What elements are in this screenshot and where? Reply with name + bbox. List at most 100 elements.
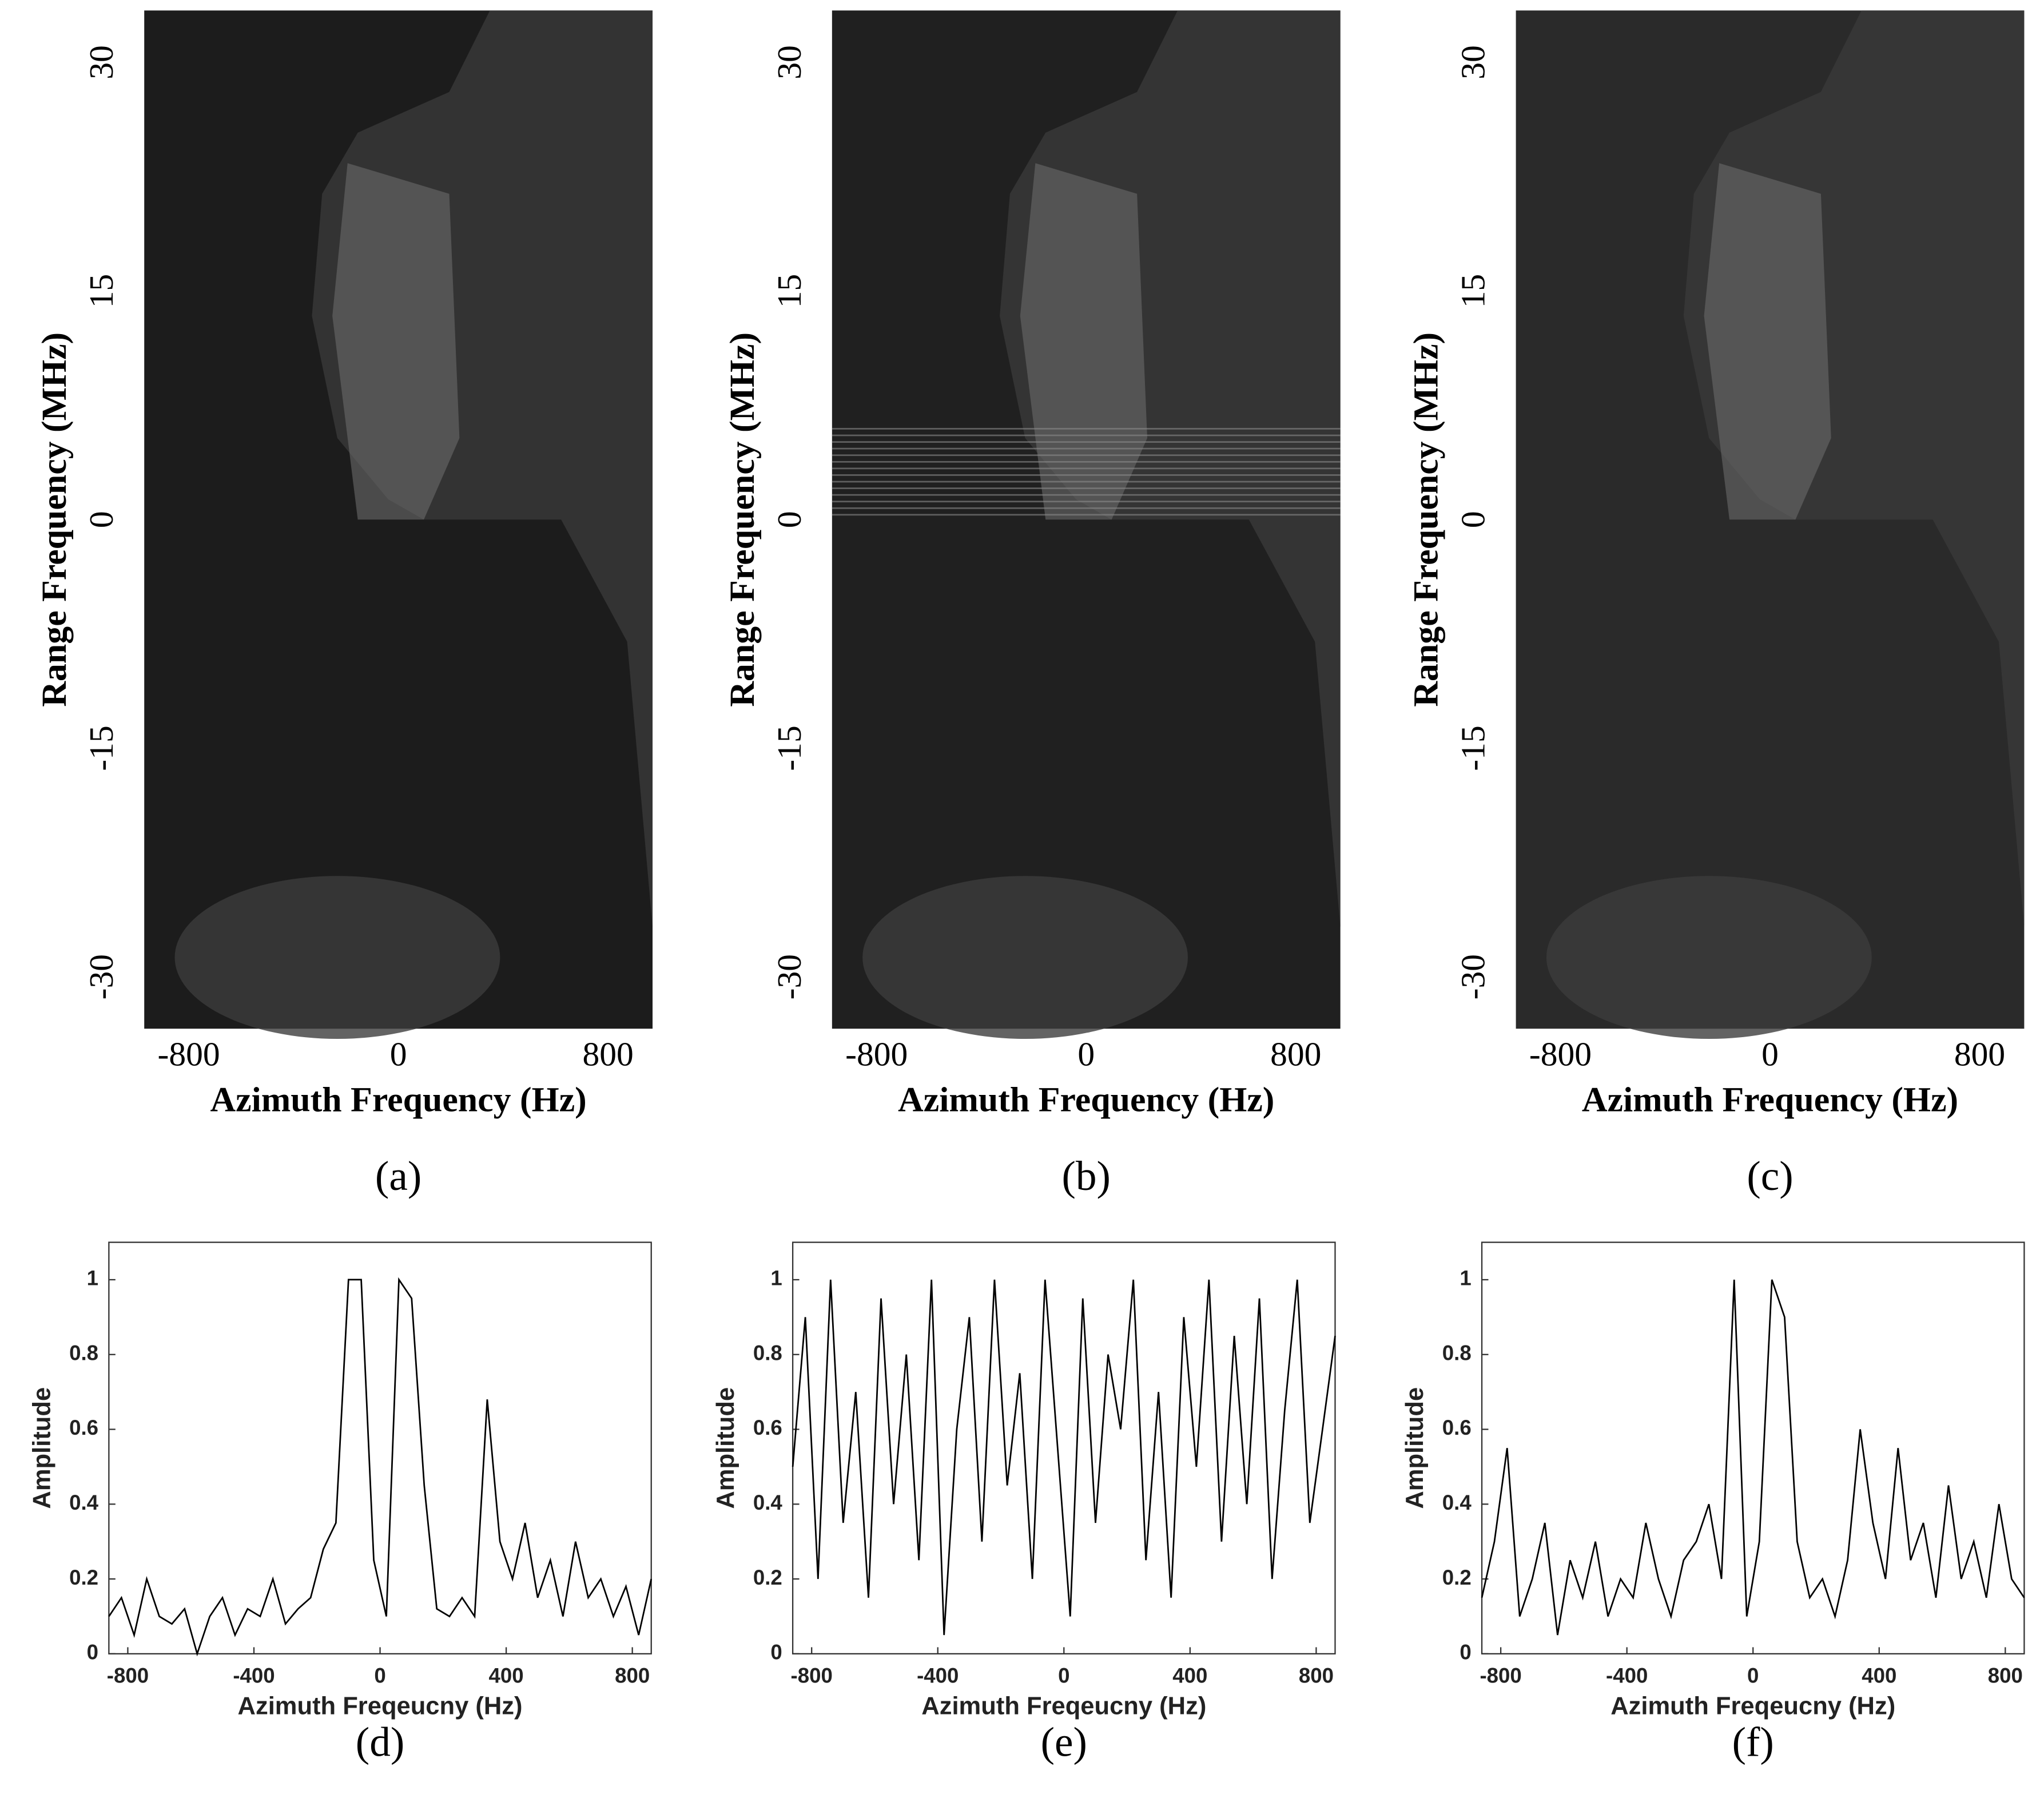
- data-line: [792, 1279, 1336, 1636]
- x-tick-label: -800: [845, 1035, 908, 1073]
- x-axis-label: Azimuth Frequency (Hz): [1582, 1081, 1958, 1120]
- interference-stripe: [832, 481, 1341, 483]
- city-region: [1020, 163, 1147, 520]
- data-line: [108, 1277, 653, 1657]
- x-tick-label: 400: [489, 1664, 524, 1687]
- y-tick-label: 30: [1454, 45, 1492, 80]
- island-region: [1546, 876, 1872, 1039]
- data-line: [1481, 1279, 2025, 1636]
- y-axis-label: Amplitude: [712, 1387, 739, 1509]
- caption: (b): [1062, 1153, 1111, 1199]
- x-tick-label: -800: [107, 1664, 149, 1687]
- x-axis-label: Azimuth Freqeucny (Hz): [1610, 1692, 1895, 1720]
- x-tick-label: 0: [1761, 1035, 1779, 1073]
- y-tick-label: 15: [1454, 274, 1492, 308]
- y-tick-label: 0.4: [753, 1491, 783, 1514]
- city-region: [332, 163, 460, 520]
- interference-stripe: [832, 494, 1341, 496]
- x-tick-label: 0: [390, 1035, 407, 1073]
- y-tick-label: 15: [770, 274, 808, 308]
- island-region: [174, 876, 500, 1039]
- x-tick-label: 800: [1954, 1035, 2005, 1073]
- panel: 0 0.2 0.4 0.6 0.8 1 -800 -400 0 400 800 Azimuth Fre…: [712, 1241, 1336, 1765]
- plot-area: [1481, 1241, 2025, 1655]
- interference-stripe: [832, 514, 1341, 516]
- y-tick-label: 0.4: [69, 1491, 99, 1514]
- x-tick-label: 400: [1172, 1664, 1207, 1687]
- x-tick-label: -800: [1480, 1664, 1521, 1687]
- caption: (a): [375, 1153, 421, 1199]
- x-tick-label: 800: [1270, 1035, 1321, 1073]
- interference-stripe: [832, 487, 1341, 489]
- y-axis-label: Range Frequency (MHz): [1407, 332, 1446, 707]
- y-tick-label: 0.6: [69, 1416, 98, 1439]
- interference-stripe: [832, 434, 1341, 436]
- y-tick-label: 0: [1460, 1641, 1471, 1664]
- interference-stripe: [832, 441, 1341, 443]
- x-axis-label: Azimuth Freqeucny (Hz): [921, 1692, 1206, 1720]
- x-tick-label: 0: [374, 1664, 385, 1687]
- y-tick-label: 1: [1460, 1267, 1471, 1290]
- y-tick-label: 0.6: [753, 1416, 782, 1439]
- y-tick-label: 0: [82, 511, 120, 528]
- caption: (d): [356, 1719, 404, 1765]
- y-tick-label: 0.8: [753, 1341, 782, 1364]
- y-tick-label: 0: [770, 1641, 782, 1664]
- y-tick-label: 1: [770, 1267, 782, 1290]
- y-tick-label: 15: [82, 274, 120, 308]
- x-tick-label: 400: [1862, 1664, 1896, 1687]
- y-tick-label: -15: [1454, 725, 1492, 771]
- interference-stripe: [832, 507, 1341, 509]
- x-tick-label: -800: [791, 1664, 833, 1687]
- x-tick-label: 0: [1058, 1664, 1069, 1687]
- x-tick-label: -400: [1606, 1664, 1648, 1687]
- interference-stripe: [832, 428, 1341, 430]
- y-axis-label: Range Frequency (MHz): [723, 332, 762, 707]
- x-tick-label: -400: [917, 1664, 959, 1687]
- x-tick-label: 800: [615, 1664, 650, 1687]
- y-tick-label: 0: [87, 1641, 98, 1664]
- island-region: [862, 876, 1188, 1039]
- interference-stripe: [832, 447, 1341, 450]
- caption: (c): [1747, 1153, 1793, 1199]
- y-tick-label: 0.8: [69, 1341, 98, 1364]
- panel: -30 -15 0 15 30 -800 0 800 Azimuth Frequency (Hz…: [1407, 10, 2025, 1199]
- x-tick-label: 0: [1747, 1664, 1759, 1687]
- interference-stripe: [832, 501, 1341, 503]
- interference-stripe: [832, 461, 1341, 463]
- plot-area: [108, 1241, 652, 1655]
- panel: -30 -15 0 15 30 -800 0 800 Azimuth Frequency (Hz…: [723, 10, 1341, 1199]
- x-tick-label: -800: [1529, 1035, 1592, 1073]
- y-tick-label: 0.2: [69, 1566, 98, 1589]
- caption: (f): [1732, 1719, 1774, 1765]
- y-tick-label: -15: [770, 725, 808, 771]
- y-tick-label: 30: [770, 45, 808, 80]
- y-tick-label: -15: [82, 725, 120, 771]
- y-tick-label: 0.2: [1442, 1566, 1472, 1589]
- y-tick-label: -30: [1454, 954, 1492, 999]
- x-axis-label: Azimuth Freqeucny (Hz): [238, 1692, 523, 1720]
- x-tick-label: 0: [1077, 1035, 1095, 1073]
- x-tick-label: -800: [158, 1035, 220, 1073]
- x-tick-label: -400: [233, 1664, 275, 1687]
- y-axis-label: Amplitude: [1401, 1387, 1429, 1509]
- y-tick-label: 0.2: [753, 1566, 782, 1589]
- y-axis-label: Range Frequency (MHz): [35, 332, 74, 707]
- x-axis-label: Azimuth Frequency (Hz): [898, 1081, 1274, 1120]
- panel: -30 -15 0 15 30 -800 0 800 Azimuth Frequency (Hz…: [35, 10, 653, 1199]
- y-tick-label: 0: [1454, 511, 1492, 528]
- x-tick-label: 800: [1299, 1664, 1334, 1687]
- interference-stripe: [832, 474, 1341, 476]
- city-region: [1704, 163, 1831, 520]
- plot-area: [792, 1241, 1336, 1655]
- x-axis-label: Azimuth Frequency (Hz): [210, 1081, 586, 1120]
- y-tick-label: 0.4: [1442, 1491, 1472, 1514]
- y-tick-label: -30: [770, 954, 808, 999]
- interference-stripe: [832, 454, 1341, 457]
- panel: 0 0.2 0.4 0.6 0.8 1 -800 -400 0 400 800 Azimuth Fre…: [1401, 1241, 2025, 1765]
- x-tick-label: 800: [582, 1035, 633, 1073]
- y-tick-label: 30: [82, 45, 120, 80]
- interference-stripe: [832, 467, 1341, 470]
